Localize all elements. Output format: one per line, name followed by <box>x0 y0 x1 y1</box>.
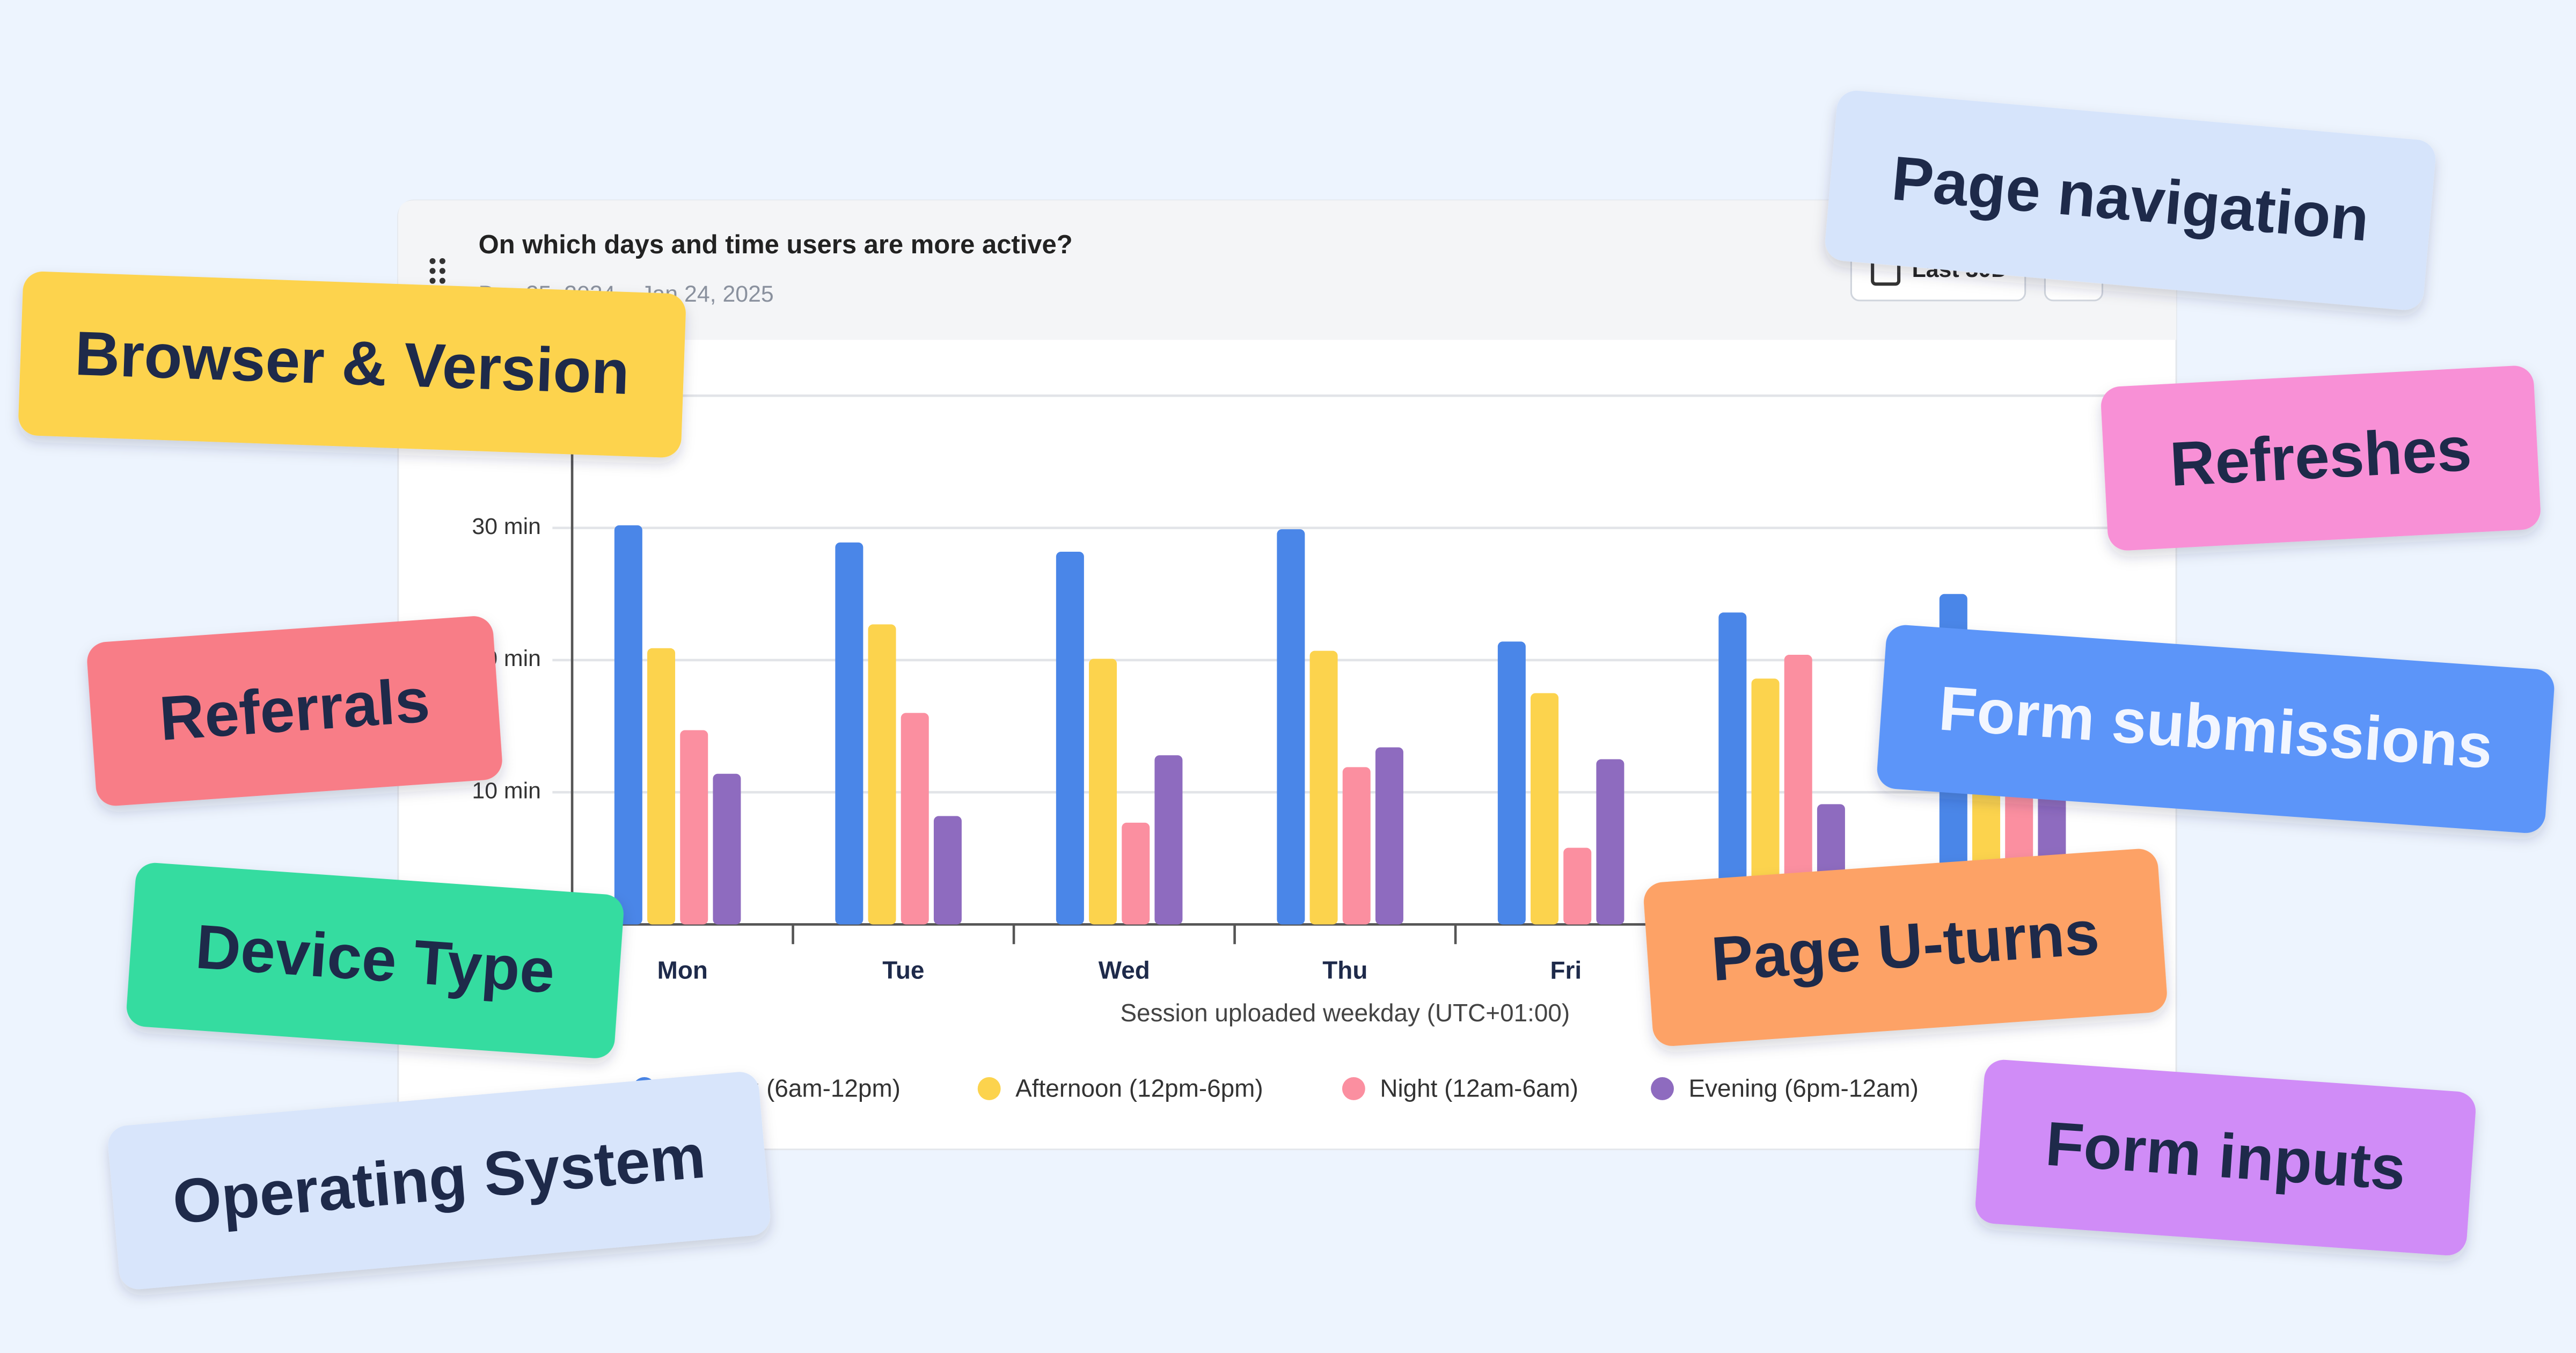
x-tick-label: Mon <box>657 956 708 984</box>
x-axis-label: Session uploaded weekday (UTC+01:00) <box>1120 999 1570 1027</box>
bar <box>1277 529 1305 925</box>
tag-box <box>1825 91 2436 310</box>
legend-swatch <box>1342 1077 1365 1100</box>
bar <box>1375 747 1403 925</box>
bar <box>614 525 642 925</box>
chart-title: On which days and time users are more ac… <box>479 230 1073 259</box>
tag-box <box>2101 365 2541 551</box>
tag-box <box>1877 625 2555 833</box>
legend-label: Night (12am-6am) <box>1380 1074 1578 1102</box>
bar <box>1497 641 1526 925</box>
bar <box>835 542 863 925</box>
x-tick-label: Tue <box>882 956 924 984</box>
x-tick-label: Wed <box>1099 956 1150 984</box>
bar <box>647 648 676 925</box>
tag: Browser & Version <box>18 272 686 458</box>
x-tick-label: Fri <box>1550 956 1582 984</box>
bar <box>713 773 741 925</box>
bar <box>1531 693 1559 925</box>
tag-label: Refreshes <box>2168 414 2473 499</box>
bar <box>1596 759 1624 925</box>
bar <box>1784 655 1812 925</box>
card-header <box>398 200 2177 340</box>
drag-handle <box>429 258 445 284</box>
bar <box>1154 755 1183 925</box>
bar <box>868 624 896 925</box>
bar <box>1751 678 1780 925</box>
bar <box>680 730 708 925</box>
bar <box>1122 822 1150 925</box>
bar <box>1563 847 1592 925</box>
tag-box <box>108 1072 771 1290</box>
bar <box>933 816 962 925</box>
tag-box <box>1975 1059 2476 1256</box>
y-tick-label: 10 min <box>472 778 541 804</box>
tag: Device Type <box>126 862 624 1058</box>
bar <box>901 713 929 925</box>
x-tick-label: Thu <box>1322 956 1367 984</box>
legend-swatch <box>977 1077 1001 1100</box>
tag: Refreshes <box>2101 365 2541 551</box>
bar <box>1342 767 1371 925</box>
tag: Referrals <box>87 616 502 806</box>
bar <box>1718 612 1747 925</box>
tag: Form inputs <box>1975 1059 2476 1256</box>
y-tick-label: 30 min <box>472 514 541 539</box>
legend-label: Evening (6pm-12am) <box>1689 1074 1919 1102</box>
tags: Page navigation Refreshes Form submissio… <box>18 91 2555 1290</box>
tag-box <box>1643 849 2167 1046</box>
tag-box <box>87 616 502 806</box>
bar <box>1089 659 1117 925</box>
tag: Page U-turns <box>1643 849 2167 1046</box>
legend-swatch <box>1651 1077 1674 1100</box>
tag-box <box>18 272 686 458</box>
bar <box>1056 551 1084 925</box>
tag: Page navigation <box>1825 91 2436 310</box>
tag-box <box>126 862 624 1058</box>
tag: Operating System <box>108 1072 771 1290</box>
bar <box>1309 650 1338 925</box>
tag: Form submissions <box>1877 625 2555 833</box>
legend-label: Afternoon (12pm-6pm) <box>1015 1074 1263 1102</box>
